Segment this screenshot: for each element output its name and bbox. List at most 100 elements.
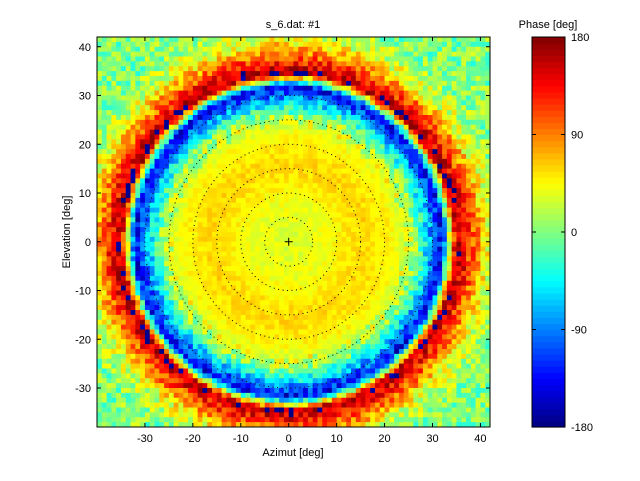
heatmap-cell (255, 95, 261, 101)
heatmap-cell (97, 266, 103, 272)
heatmap-cell (168, 129, 175, 136)
heatmap-cell (341, 227, 347, 233)
heatmap-cell (221, 232, 227, 238)
heatmap-cell (403, 85, 410, 92)
heatmap-cell (168, 319, 175, 326)
heatmap-cell (461, 305, 467, 311)
heatmap-cell (422, 173, 429, 179)
heatmap-cell (322, 76, 328, 82)
heatmap-cell (346, 295, 352, 301)
heatmap-cell (264, 280, 271, 287)
heatmap-cell (135, 154, 141, 160)
heatmap-cell (389, 310, 395, 316)
heatmap-cell (216, 149, 223, 155)
heatmap-cell (207, 129, 213, 136)
heatmap-cell (303, 310, 309, 316)
heatmap-cell (442, 251, 448, 257)
heatmap-cell (394, 71, 400, 77)
heatmap-cell (149, 246, 156, 253)
heatmap-cell (408, 256, 414, 262)
heatmap-cell (303, 51, 309, 58)
heatmap-cell (413, 183, 419, 189)
heatmap-cell (351, 251, 357, 257)
heatmap-cell (154, 275, 160, 282)
heatmap-cell (101, 314, 108, 321)
heatmap-cell (331, 241, 338, 248)
heatmap-cell (264, 310, 271, 316)
heatmap-cell (226, 183, 232, 189)
heatmap-cell (370, 261, 376, 267)
heatmap-cell (97, 71, 103, 77)
heatmap-cell (240, 197, 247, 204)
heatmap-cell (418, 149, 424, 155)
heatmap-cell (346, 251, 352, 257)
heatmap-cell (120, 110, 127, 116)
heatmap-cell (427, 280, 434, 287)
heatmap-cell (144, 51, 151, 58)
heatmap-cell (116, 266, 122, 272)
heatmap-cell (116, 139, 122, 145)
heatmap-cell (97, 95, 103, 101)
heatmap-cell (456, 266, 462, 272)
heatmap-cell (432, 119, 438, 126)
heatmap-cell (111, 105, 117, 111)
heatmap-cell (125, 56, 132, 62)
heatmap-cell (226, 285, 232, 292)
heatmap-cell (379, 261, 386, 267)
heatmap-cell (235, 61, 242, 67)
heatmap-cell (149, 76, 156, 82)
heatmap-cell (274, 71, 280, 77)
heatmap-cell (111, 227, 117, 233)
heatmap-cell (442, 41, 448, 48)
heatmap-cell (207, 163, 213, 170)
heatmap-cell (327, 261, 333, 267)
heatmap-cell (293, 85, 299, 92)
heatmap-cell (283, 246, 290, 253)
heatmap-cell (154, 51, 160, 58)
heatmap-cell (384, 85, 390, 92)
heatmap-cell (183, 314, 189, 321)
heatmap-cell (317, 105, 323, 111)
heatmap-cell (250, 290, 256, 296)
heatmap-cell (389, 105, 395, 111)
heatmap-cell (97, 202, 103, 209)
heatmap-cell (403, 217, 410, 223)
heatmap-cell (255, 66, 261, 72)
heatmap-cell (173, 85, 180, 92)
heatmap-cell (207, 51, 213, 58)
heatmap-cell (485, 310, 490, 316)
heatmap-cell (322, 158, 328, 165)
heatmap-cell (422, 95, 429, 101)
heatmap-cell (389, 256, 395, 262)
heatmap-cell (475, 266, 482, 272)
heatmap-cell (322, 178, 328, 184)
heatmap-cell (470, 115, 477, 121)
heatmap-cell (279, 144, 285, 150)
heatmap-cell (173, 256, 180, 262)
heatmap-cell (355, 236, 362, 243)
heatmap-cell (159, 37, 165, 43)
heatmap-cell (384, 280, 390, 287)
heatmap-cell (197, 110, 204, 116)
heatmap-cell (149, 178, 156, 184)
heatmap-cell (303, 271, 309, 277)
heatmap-cell (346, 134, 352, 140)
heatmap-cell (168, 71, 175, 77)
heatmap-cell (442, 300, 448, 306)
heatmap-cell (178, 275, 184, 282)
heatmap-cell (140, 266, 146, 272)
heatmap-cell (173, 310, 180, 316)
heatmap-cell (451, 71, 458, 77)
heatmap-cell (370, 178, 376, 184)
heatmap-cell (231, 300, 237, 306)
heatmap-cell (442, 232, 448, 238)
heatmap-cell (283, 193, 290, 199)
heatmap-cell (408, 319, 414, 326)
heatmap-cell (111, 329, 117, 335)
heatmap-cell (307, 100, 314, 106)
heatmap-cell (379, 66, 386, 72)
heatmap-cell (432, 168, 438, 175)
heatmap-cell (446, 41, 453, 48)
heatmap-cell (307, 110, 314, 116)
heatmap-cell (116, 271, 122, 277)
